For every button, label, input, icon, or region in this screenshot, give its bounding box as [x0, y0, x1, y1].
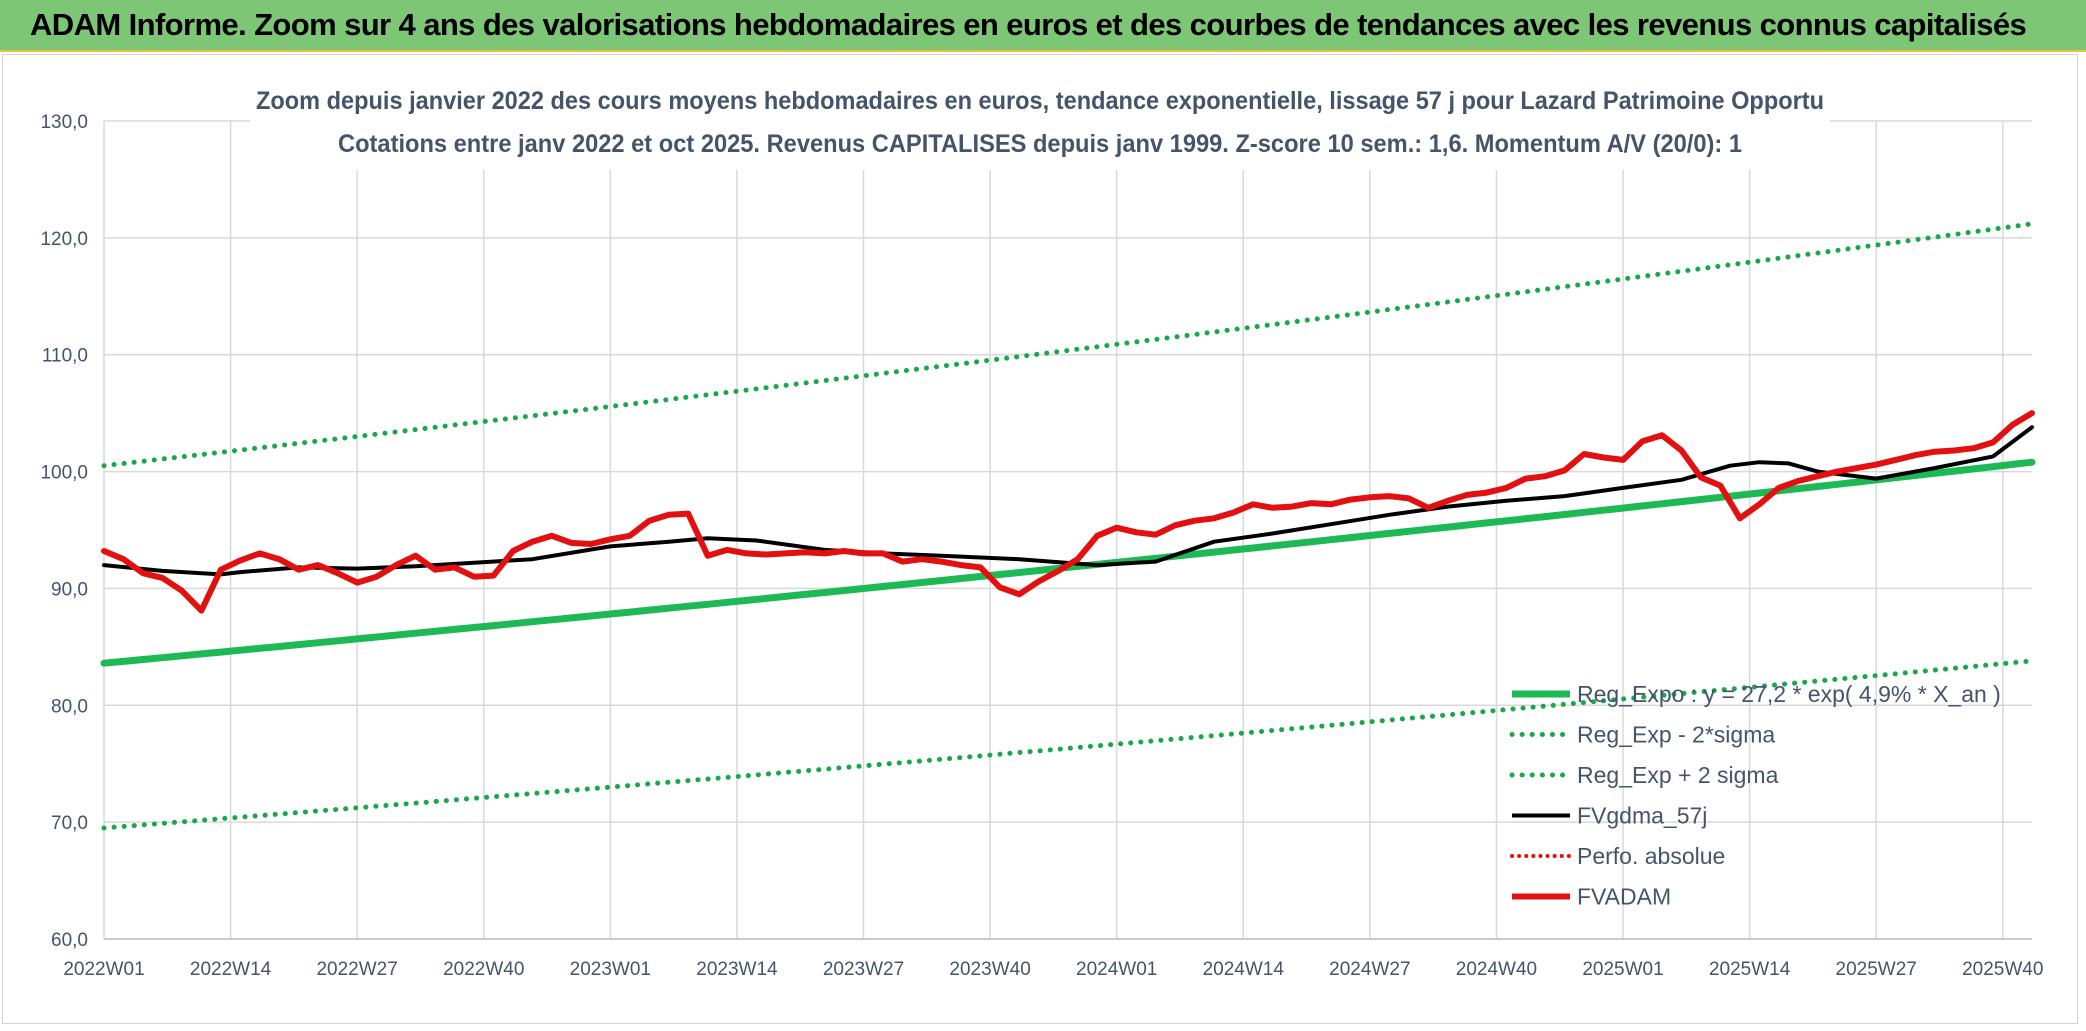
x-tick-label: 2023W14: [696, 959, 778, 980]
x-tick-label: 2023W01: [570, 959, 651, 980]
grid: [103, 120, 2032, 940]
chart-frame: [2, 54, 2078, 1024]
legend-label-lower: Reg_Exp - 2*sigma: [1577, 722, 1775, 748]
title-background: [250, 78, 1830, 170]
x-tick-label: 2022W14: [190, 959, 272, 980]
legend-label-perfo: Perfo. absolue: [1577, 843, 1725, 869]
y-tick-label: 60,0: [51, 930, 88, 951]
y-tick-label: 80,0: [51, 696, 88, 717]
x-tick-label: 2025W14: [1709, 959, 1791, 980]
report-banner: ADAM Informe. Zoom sur 4 ans des valoris…: [0, 0, 2086, 52]
x-tick-label: 2025W40: [1962, 959, 2043, 980]
y-axis: 60,0 70,0 80,0 90,0 100,0 110,0 120,0 130,0: [40, 112, 88, 951]
y-tick-label: 110,0: [42, 346, 88, 367]
y-tick-label: 120,0: [40, 229, 88, 250]
series-layer: [100, 221, 2036, 831]
legend: Reg_Expo : y = 27,2 * exp( 4,9% * X_an )…: [1509, 681, 2001, 910]
series-line-upper: [101, 221, 2035, 469]
legend-label-upper: Reg_Exp + 2 sigma: [1577, 762, 1779, 788]
report-title: ADAM Informe. Zoom sur 4 ans des valoris…: [30, 7, 2027, 42]
y-tick-label: 100,0: [40, 463, 88, 484]
x-tick-label: 2022W27: [316, 959, 397, 980]
legend-label-fvgdma: FVgdma_57j: [1577, 803, 1707, 829]
x-tick-label: 2024W01: [1076, 959, 1157, 980]
legend-label-reg: Reg_Expo : y = 27,2 * exp( 4,9% * X_an ): [1577, 681, 2001, 707]
x-tick-label: 2022W40: [443, 959, 524, 980]
x-tick-label: 2024W14: [1203, 959, 1285, 980]
x-tick-label: 2024W27: [1329, 959, 1410, 980]
series-line-lower: [101, 658, 2035, 831]
x-tick-label: 2023W27: [823, 959, 904, 980]
y-tick-label: 70,0: [51, 813, 88, 834]
x-tick-label: 2024W40: [1456, 959, 1537, 980]
x-axis: 2022W01 2022W14 2022W27 2022W40 2023W01 2023W…: [63, 959, 2043, 980]
x-tick-label: 2025W27: [1836, 959, 1917, 980]
x-tick-label: 2023W40: [949, 959, 1030, 980]
chart-subtitle: Cotations entre janv 2022 et oct 2025. R…: [338, 130, 1742, 158]
chart-title: Zoom depuis janvier 2022 des cours moyen…: [256, 87, 1824, 115]
series-line-fvadam: [101, 410, 2035, 614]
series-line-fvgdma: [102, 425, 2034, 577]
y-tick-label: 90,0: [51, 579, 88, 600]
x-tick-label: 2022W01: [63, 959, 144, 980]
legend-label-fvadam: FVADAM: [1577, 884, 1671, 910]
y-tick-label: 130,0: [40, 112, 88, 133]
x-tick-label: 2025W01: [1582, 959, 1663, 980]
